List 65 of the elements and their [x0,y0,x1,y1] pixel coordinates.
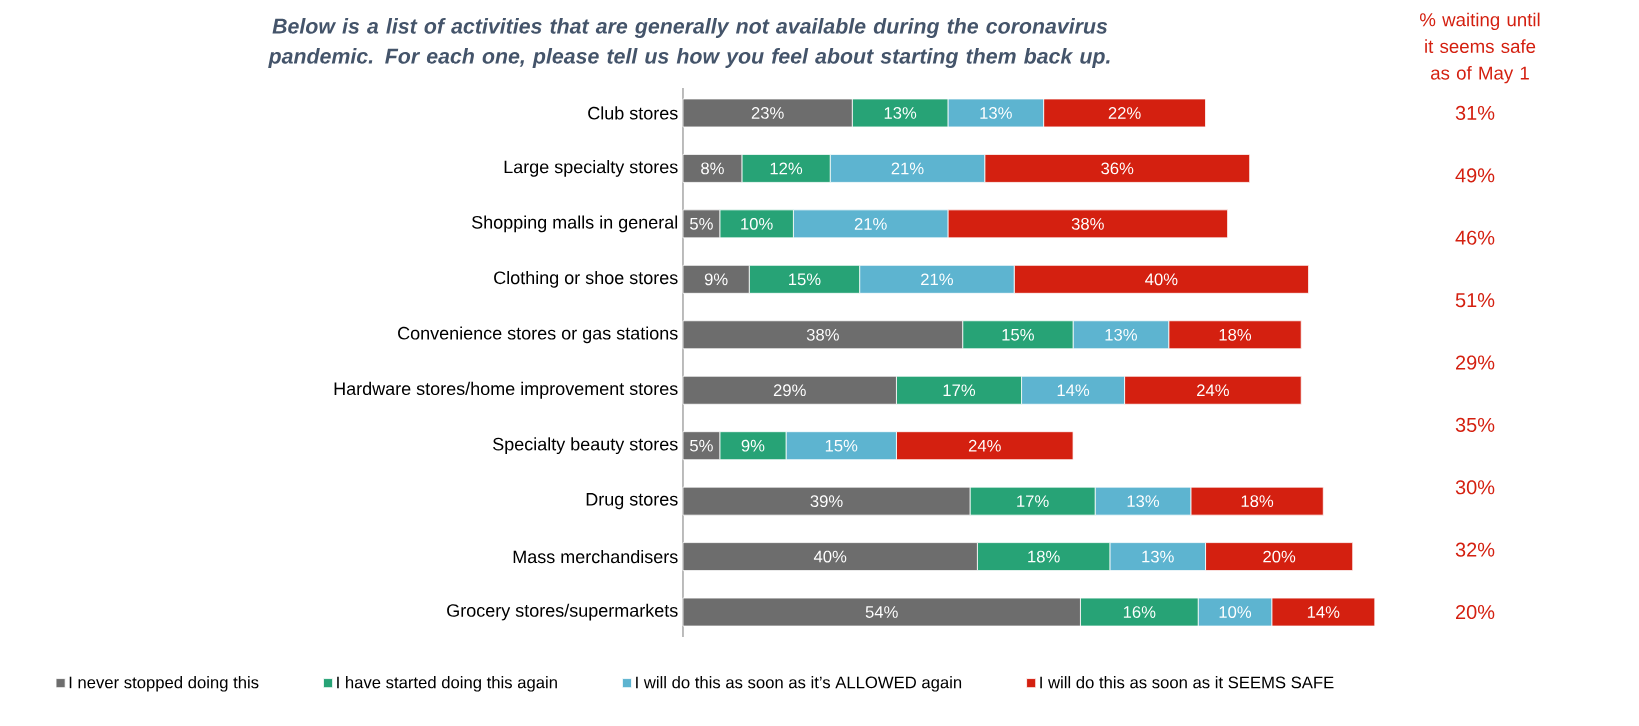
data-label: 12% [770,162,803,175]
y-tick-label: Clothing or shoe stores [494,270,678,288]
data-label: 54% [865,606,898,618]
text: % waiting until it seems safe as of May 1 [1419,12,1540,84]
data-label: 21% [921,273,953,286]
data-label: 13% [884,107,917,119]
text: 32% [1455,542,1495,557]
text: 31% [1455,105,1495,121]
data-label: 24% [1197,384,1229,397]
data-label: 24% [968,439,1001,452]
data-label: 40% [813,550,847,563]
y-tick-label: Hardware stores/home improvement stores [334,381,678,399]
text: 35% [1455,417,1495,432]
y-tick-label: Mass merchandisers [513,549,678,564]
data-label: 14% [1057,384,1090,397]
y-tick-label: Specialty beauty stores [493,437,678,455]
data-label: 16% [1123,606,1156,618]
data-label: 21% [891,162,924,175]
data-label: 21% [854,218,887,230]
data-label: 14% [1307,606,1340,618]
data-label: 20% [1263,550,1296,563]
data-label: 15% [1002,328,1034,341]
data-label: 5% [690,218,713,230]
data-label: 13% [980,107,1012,119]
text: 46% [1455,230,1495,245]
chart-title: Below is a list of activities that are generally not available during the coronavirus pandemic. For each one, please tell us how you feel about starting them back up. [268,18,1110,68]
legend-label: I never stopped doing this [69,676,259,692]
y-tick-label: Convenience stores or gas stations [398,326,678,344]
legend-label: I will do this as soon as it’s ALLOWED again [636,676,962,692]
data-label: 10% [1219,606,1252,618]
data-label: 36% [1101,162,1134,175]
data-label: 18% [1028,550,1060,563]
data-label: 23% [751,107,784,119]
data-label: 5% [690,439,713,452]
data-label: 22% [1108,107,1141,119]
data-label: 13% [1127,495,1160,508]
data-label: 17% [943,384,976,397]
data-label: 9% [704,273,728,286]
data-label: 15% [789,273,821,286]
data-label: 39% [810,495,843,508]
data-label: 38% [1071,217,1104,230]
text: 30% [1455,480,1495,495]
data-label: 10% [741,217,773,230]
text: 29% [1456,355,1495,370]
legend-label: I will do this as soon as it SEEMS SAFE [1040,676,1334,689]
y-tick-label: Club stores [588,106,678,120]
data-label: 29% [773,384,806,397]
y-tick-label: Grocery stores/supermarkets [447,603,678,621]
legend-label: I have started doing this again [337,676,557,692]
data-label: 40% [1145,273,1178,286]
text: 49% [1455,168,1495,183]
data-label: 13% [1105,328,1137,341]
data-label: 13% [1142,550,1174,563]
data-label: 38% [806,328,839,341]
y-tick-label: Shopping malls in general [471,215,678,233]
text: 20% [1456,604,1495,620]
data-label: 15% [825,439,858,452]
data-label: 8% [701,162,724,175]
y-tick-label: Large specialty stores [504,160,678,177]
data-label: 18% [1241,495,1274,508]
y-tick-label: Drug stores [586,493,678,510]
data-label: 18% [1219,328,1252,341]
data-label: 9% [741,439,765,452]
text: 51% [1455,293,1495,308]
data-label: 17% [1017,495,1049,507]
